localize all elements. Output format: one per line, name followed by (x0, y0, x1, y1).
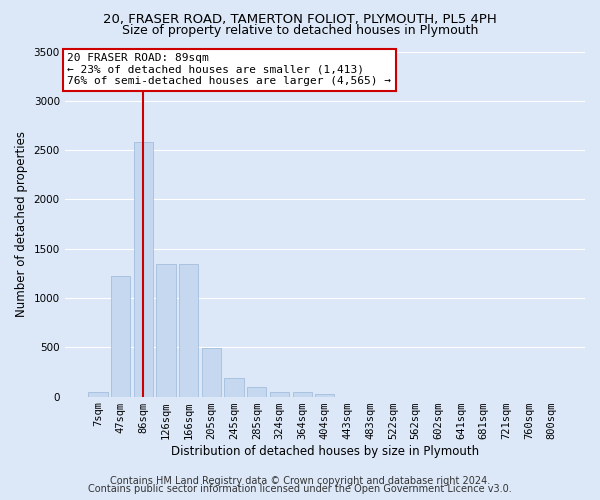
Bar (111, 276, 130, 396)
Text: Contains HM Land Registry data © Crown copyright and database right 2024.: Contains HM Land Registry data © Crown c… (110, 476, 490, 486)
Text: Contains public sector information licensed under the Open Government Licence v3: Contains public sector information licen… (88, 484, 512, 494)
Bar (270, 392, 289, 396)
Bar (315, 394, 334, 396)
Bar (134, 142, 153, 397)
Text: 20 FRASER ROAD: 89sqm
← 23% of detached houses are smaller (1,413)
76% of semi-d: 20 FRASER ROAD: 89sqm ← 23% of detached … (67, 53, 391, 86)
Bar (247, 387, 266, 396)
Text: 20, FRASER ROAD, TAMERTON FOLIOT, PLYMOUTH, PL5 4PH: 20, FRASER ROAD, TAMERTON FOLIOT, PLYMOU… (103, 12, 497, 26)
Text: Size of property relative to detached houses in Plymouth: Size of property relative to detached ho… (122, 24, 478, 37)
X-axis label: Distribution of detached houses by size in Plymouth: Distribution of detached houses by size … (171, 444, 479, 458)
Bar (224, 378, 244, 396)
Y-axis label: Number of detached properties: Number of detached properties (15, 131, 28, 317)
Bar (179, 264, 199, 396)
Bar (293, 392, 312, 396)
Bar (157, 264, 176, 396)
Bar (88, 392, 107, 396)
Bar (202, 348, 221, 397)
